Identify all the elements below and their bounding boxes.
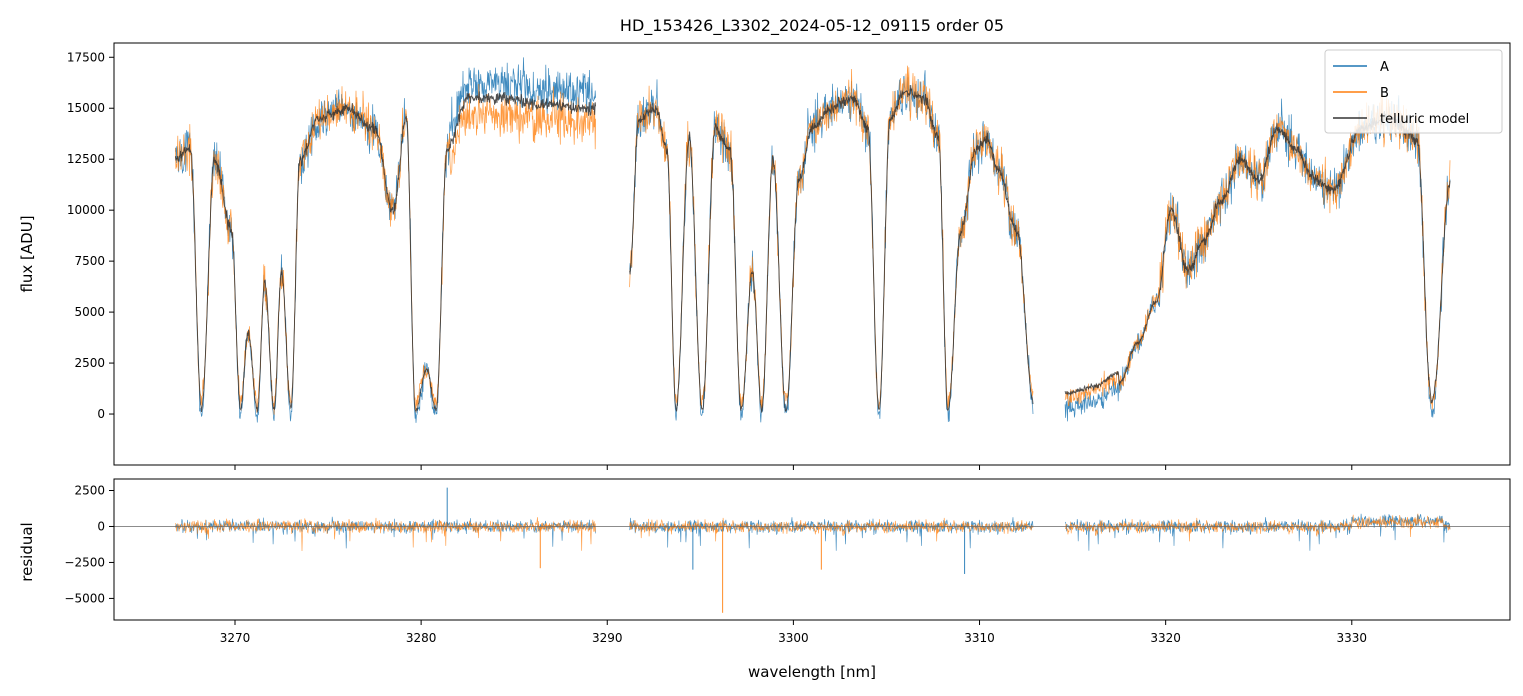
flux-y-ticks: 0 2500 5000 7500 10000 12500 15000 17500 <box>67 50 114 421</box>
flux-y-tick-label: 15000 <box>67 101 105 115</box>
legend-label-a: A <box>1380 60 1389 75</box>
residual-x-tick-label: 3330 <box>1337 631 1368 645</box>
residual-x-tick-label: 3320 <box>1150 631 1181 645</box>
residual-x-tick-label: 3310 <box>964 631 995 645</box>
telluric-model-line <box>174 91 597 414</box>
flux-y-tick-label: 0 <box>97 407 105 421</box>
residual-y-tick-label: 2500 <box>74 484 105 498</box>
telluric-model-line <box>1064 110 1451 404</box>
residual-y-tick-label: −5000 <box>64 591 105 605</box>
residual-x-tick-label: 3300 <box>778 631 809 645</box>
residual-y-tick-label: −2500 <box>64 555 105 569</box>
flux-y-tick-label: 10000 <box>67 203 105 217</box>
legend: A B telluric model <box>1324 49 1503 134</box>
legend-label-b: B <box>1380 86 1389 101</box>
series-b-line <box>629 65 1034 410</box>
series-a-line <box>1064 95 1451 422</box>
residual-b-line <box>175 517 596 552</box>
residual-b-line <box>1064 513 1451 542</box>
residual-x-tick-label: 3280 <box>406 631 437 645</box>
flux-y-tick-label: 17500 <box>67 50 105 64</box>
flux-y-tick-label: 2500 <box>74 356 105 370</box>
flux-y-tick-label: 7500 <box>74 254 105 268</box>
x-axis-label: wavelength [nm] <box>748 663 876 681</box>
legend-label-telluric: telluric model <box>1380 112 1469 127</box>
flux-panel: 0 2500 5000 7500 10000 12500 15000 17500 flux [… <box>18 42 1511 470</box>
residual-x-tick-label: 3270 <box>220 631 251 645</box>
residual-y-tick-label: 0 <box>97 519 105 533</box>
flux-y-tick-label: 12500 <box>67 152 105 166</box>
flux-axes-frame <box>113 42 1511 466</box>
flux-y-tick-label: 5000 <box>74 305 105 319</box>
series-a-line <box>175 57 596 423</box>
residual-a-line <box>629 517 1034 551</box>
residual-x-ticks: 3270 3280 3290 3300 3310 3320 3330 <box>220 620 1367 645</box>
chart-title: HD_153426_L3302_2024-05-12_09115 order 0… <box>620 16 1004 36</box>
residual-x-tick-label: 3290 <box>592 631 623 645</box>
residual-a-line <box>175 516 596 549</box>
flux-y-label: flux [ADU] <box>18 215 36 292</box>
flux-series <box>174 57 1451 423</box>
series-b-line <box>1064 93 1451 410</box>
residual-y-ticks: −5000 −2500 0 2500 <box>64 484 114 605</box>
legend-frame <box>1324 49 1503 134</box>
residual-axes-frame <box>113 478 1511 621</box>
residual-b-line <box>629 517 1034 542</box>
residual-panel: −5000 −2500 0 2500 3270 3280 3290 3300 3310 3320… <box>18 478 1511 681</box>
residual-series <box>114 487 1510 613</box>
telluric-model-line <box>629 84 1034 413</box>
series-b-line <box>175 83 596 415</box>
series-a-line <box>629 70 1034 423</box>
residual-y-label: residual <box>18 522 36 581</box>
flux-x-ticks <box>234 465 1353 470</box>
